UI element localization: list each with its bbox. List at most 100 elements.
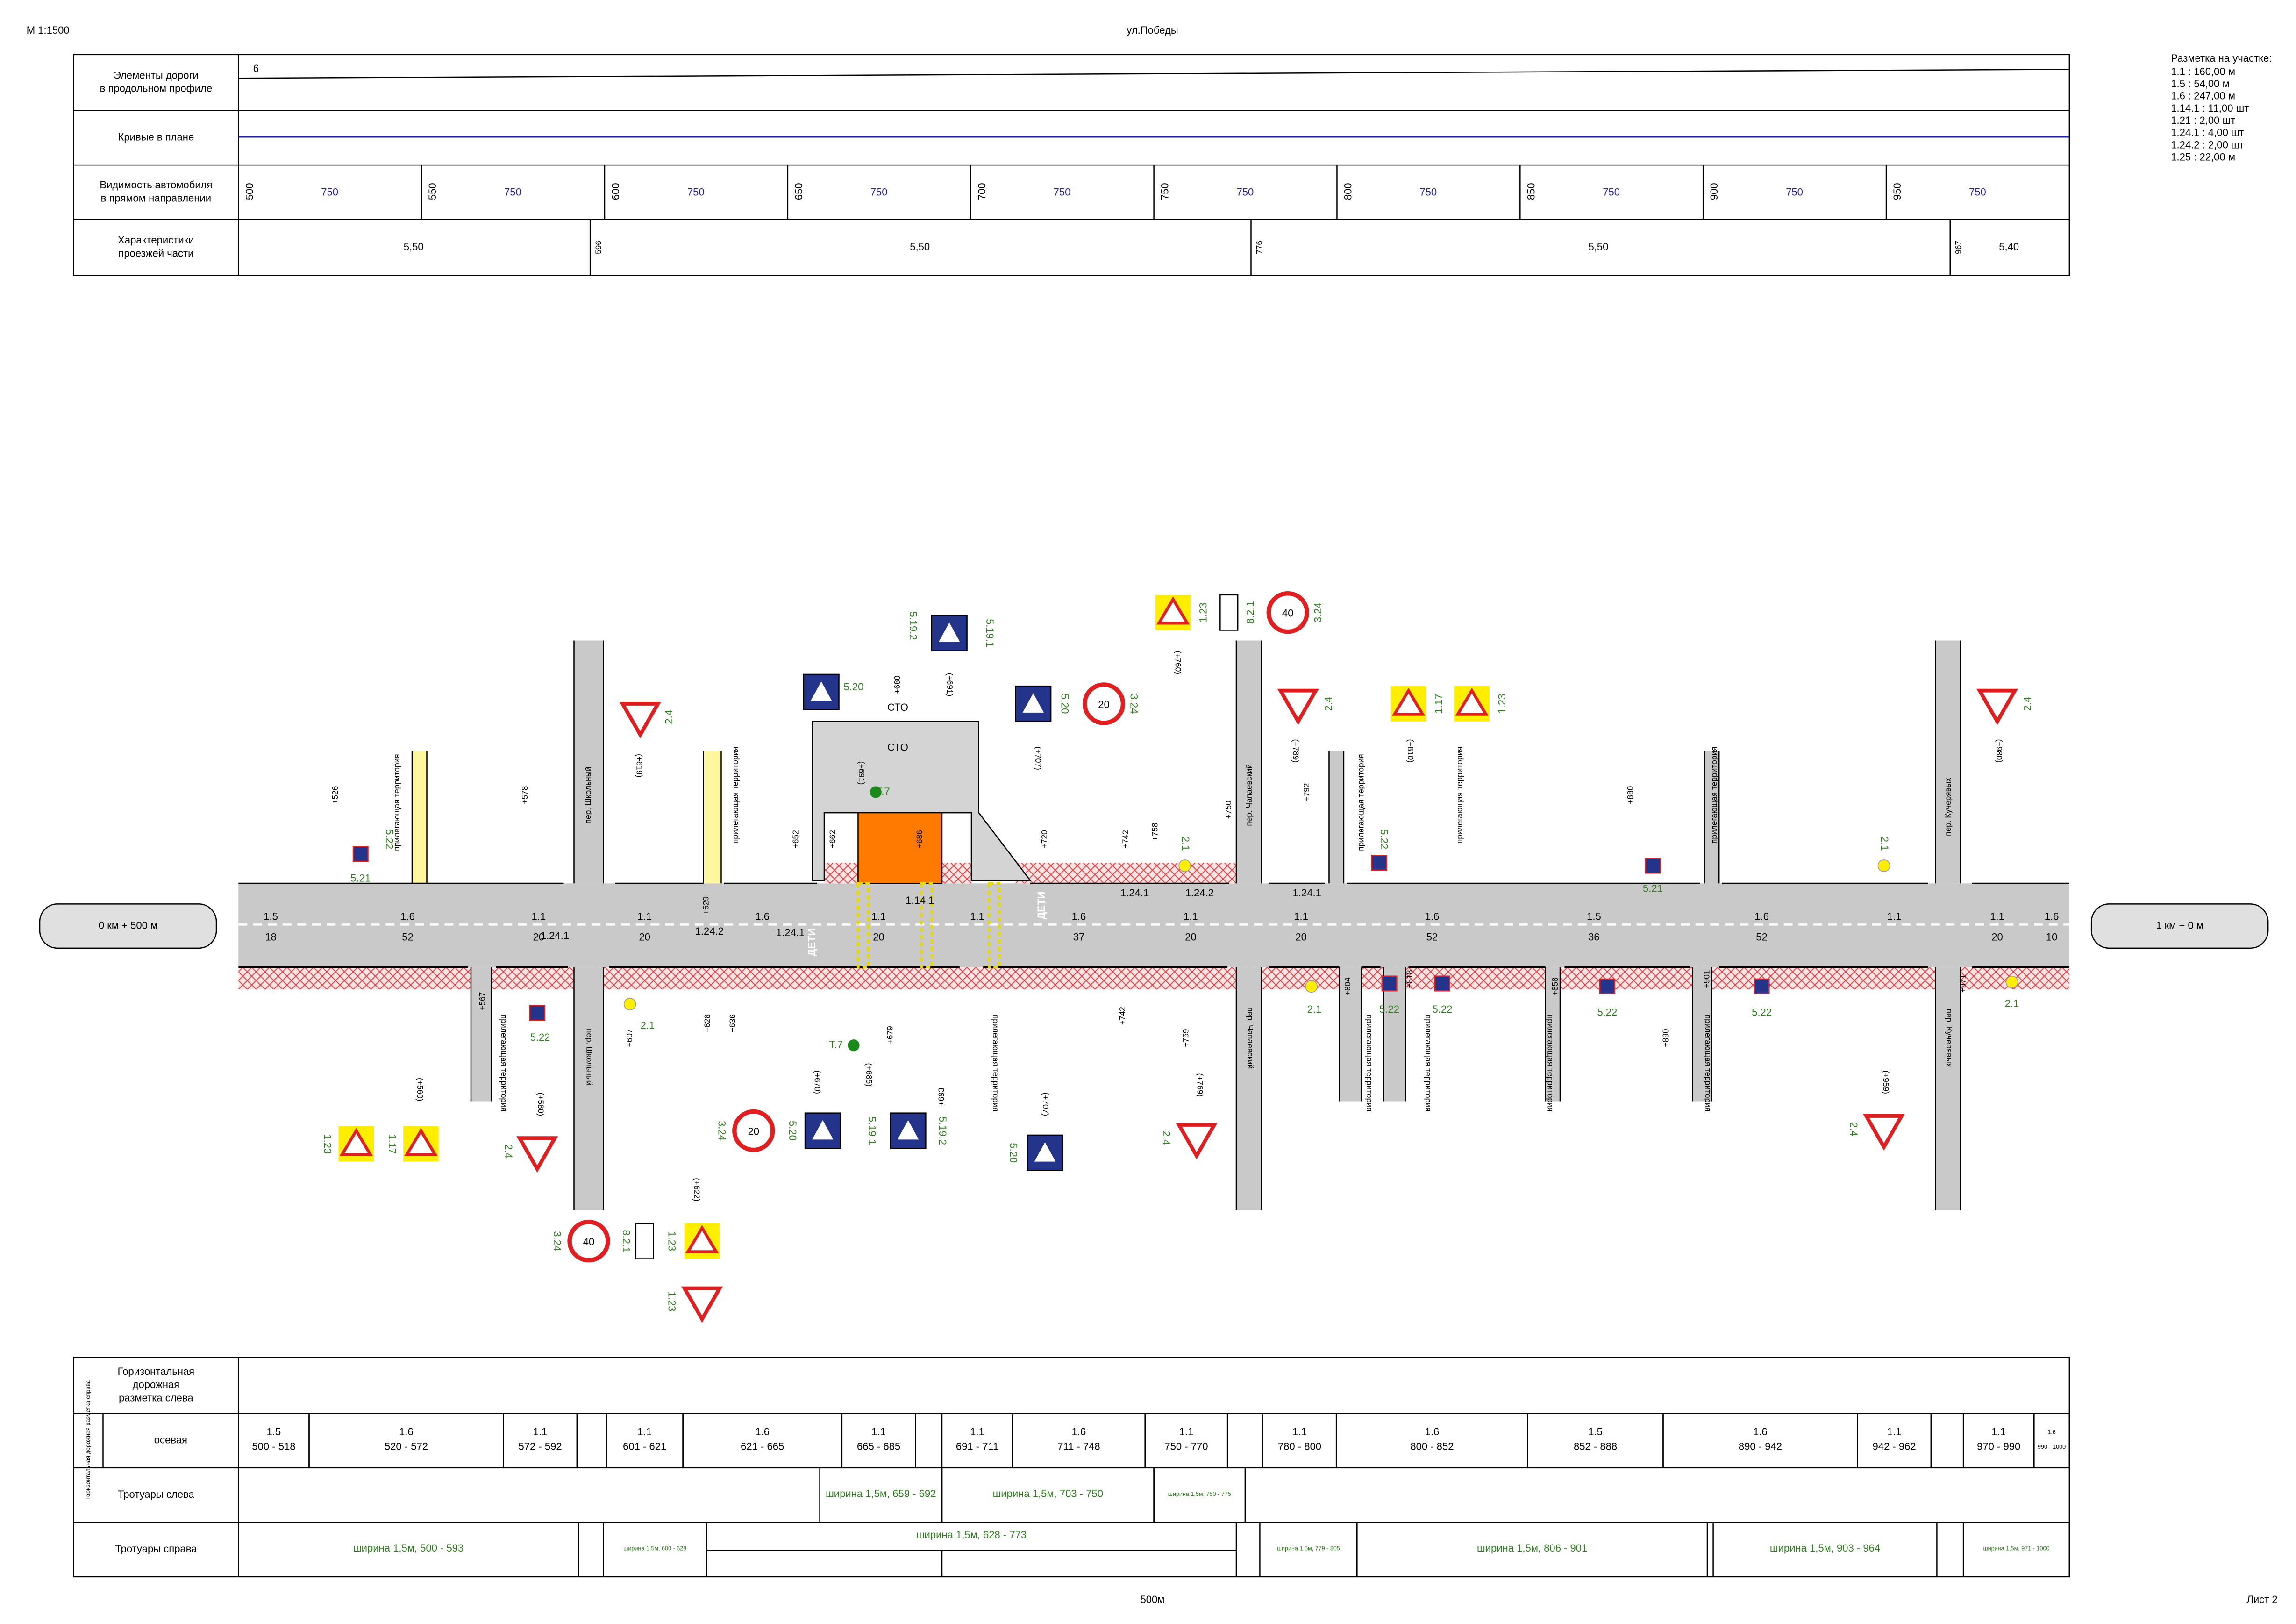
adjacent-area: прилегающая территория: [731, 747, 740, 844]
side-street: [574, 967, 604, 1210]
pole: [848, 1039, 860, 1052]
side-street: [1935, 967, 1961, 1210]
yellow-sign: [339, 1128, 373, 1156]
axial-code: 1.1: [637, 1426, 652, 1438]
row-label: в прямом направлении: [101, 192, 211, 204]
street-name: пер. Школьный: [585, 1029, 594, 1086]
adjacent-area: прилегающая территория: [499, 1015, 509, 1111]
chainage: +971: [1958, 974, 1968, 993]
axial-range: 800 - 852: [1410, 1441, 1454, 1452]
blue-sign: [812, 1120, 834, 1140]
service-station: [812, 721, 1032, 881]
chainage: (+769): [1196, 1073, 1205, 1097]
visibility-distance: 750: [504, 186, 521, 198]
chainage: (+691): [857, 761, 866, 785]
adjacent-area: прилегающая территория: [1356, 754, 1365, 851]
chainage: +652: [791, 830, 800, 848]
axial-code: 1.6: [399, 1426, 414, 1438]
marking-length: 36: [1588, 931, 1600, 943]
marking-code: 1.14.1: [906, 894, 934, 906]
chainage: (+810): [1406, 739, 1415, 763]
sign-code: 5.21: [1643, 883, 1663, 894]
sign-code: 1.23: [321, 1134, 333, 1154]
driveway: [1329, 751, 1344, 884]
sidewalk-right: ширина 1,5м, 779 - 805: [1277, 1545, 1340, 1552]
marking-code: 1.1: [1294, 911, 1308, 923]
axial-range: 500 - 518: [252, 1441, 295, 1452]
sign-code: 1.23: [1496, 694, 1508, 714]
axial-code: 1.1: [533, 1426, 548, 1438]
visibility-distance: 750: [1237, 186, 1254, 198]
adjacent-area: прилегающая территория: [1424, 1015, 1433, 1111]
profile-line: [238, 69, 2069, 79]
sign-code: 5.21: [350, 873, 371, 884]
sheet-number: Лист 2: [2246, 1594, 2277, 1605]
blue-sign: [939, 622, 960, 642]
row-label: Тротуары справа: [115, 1543, 197, 1554]
chainage: (+670): [813, 1070, 822, 1094]
marking-code: 1.24.1: [1293, 887, 1321, 899]
carriageway-width: 5,50: [1588, 241, 1608, 252]
adjacent-area: прилегающая территория: [1365, 1015, 1374, 1111]
chainage: +628: [703, 1014, 712, 1032]
marking-code: 1.1: [871, 911, 886, 923]
axial-code: 1.1: [1991, 1426, 2006, 1438]
marking-length: 52: [1756, 931, 1768, 943]
sidewalk-left: ширина 1,5м, 659 - 692: [826, 1488, 936, 1499]
driveway: [412, 751, 427, 884]
sign-code: 2.1: [1180, 837, 1191, 851]
row-label: Тротуары слева: [118, 1488, 194, 1500]
yellow-sign: [1455, 687, 1489, 716]
chainage: +880: [1626, 786, 1635, 804]
sign-code: 5.22: [530, 1031, 550, 1043]
yellow-sign: [1391, 687, 1426, 716]
marking-code: 1.6: [1425, 911, 1440, 923]
blue-sign: [1034, 1142, 1056, 1162]
street-name: пер. Школьный: [584, 766, 593, 823]
warning-yield: [1976, 688, 2018, 725]
chainage: +858: [1550, 977, 1560, 995]
axial-code: 1.1: [1179, 1426, 1194, 1438]
yellow-sign: [404, 1128, 438, 1156]
speed-limit: [1082, 682, 1126, 725]
sidewalk-right: ширина 1,5м, 600 - 628: [623, 1545, 686, 1552]
marking-length: 20: [1991, 931, 2003, 943]
visibility-distance: 750: [1054, 186, 1071, 198]
sign-code: 1.17: [386, 1134, 398, 1154]
warning-yield: [1277, 688, 1319, 725]
speed-value: 40: [583, 1236, 595, 1248]
pole: [870, 786, 882, 798]
row-label: Кривые в плане: [118, 131, 194, 143]
small-sign: [1381, 975, 1398, 992]
warning-yield: [681, 1286, 723, 1323]
row-label: осевая: [154, 1434, 187, 1445]
axial-range: 942 - 962: [1872, 1441, 1916, 1452]
driveway: [471, 967, 492, 1102]
chainage: (+622): [692, 1178, 701, 1202]
picket: 800: [1342, 183, 1354, 200]
object-label: ДЕТИ: [1035, 892, 1047, 920]
chainage: +636: [727, 1014, 737, 1032]
speed-value: 40: [1282, 608, 1294, 619]
picket: 950: [1891, 183, 1903, 200]
blue-sign: [897, 1120, 919, 1140]
axial-range: 990 - 1000: [2038, 1444, 2066, 1450]
axial-range: 970 - 990: [1977, 1441, 2020, 1452]
profile-value: 6: [253, 63, 259, 74]
km-label: 1 км + 0 м: [2156, 919, 2203, 931]
axial-code: 1.1: [1887, 1426, 1902, 1438]
sign-code: 5.19.2: [907, 611, 919, 640]
side-street: [1236, 967, 1262, 1210]
sign-code: 5.19.2: [937, 1116, 948, 1145]
driveway: [1692, 967, 1712, 1102]
sign-code: 2.4: [663, 710, 675, 724]
axial-range: 601 - 621: [623, 1441, 666, 1452]
sign-code: 3.24: [1128, 694, 1140, 714]
carriageway-width: 5,50: [404, 241, 424, 252]
sign-code: 3.24: [551, 1231, 563, 1251]
crosswalk: [988, 882, 1001, 969]
sign-code: 3.24: [716, 1121, 728, 1141]
visibility-distance: 750: [687, 186, 705, 198]
